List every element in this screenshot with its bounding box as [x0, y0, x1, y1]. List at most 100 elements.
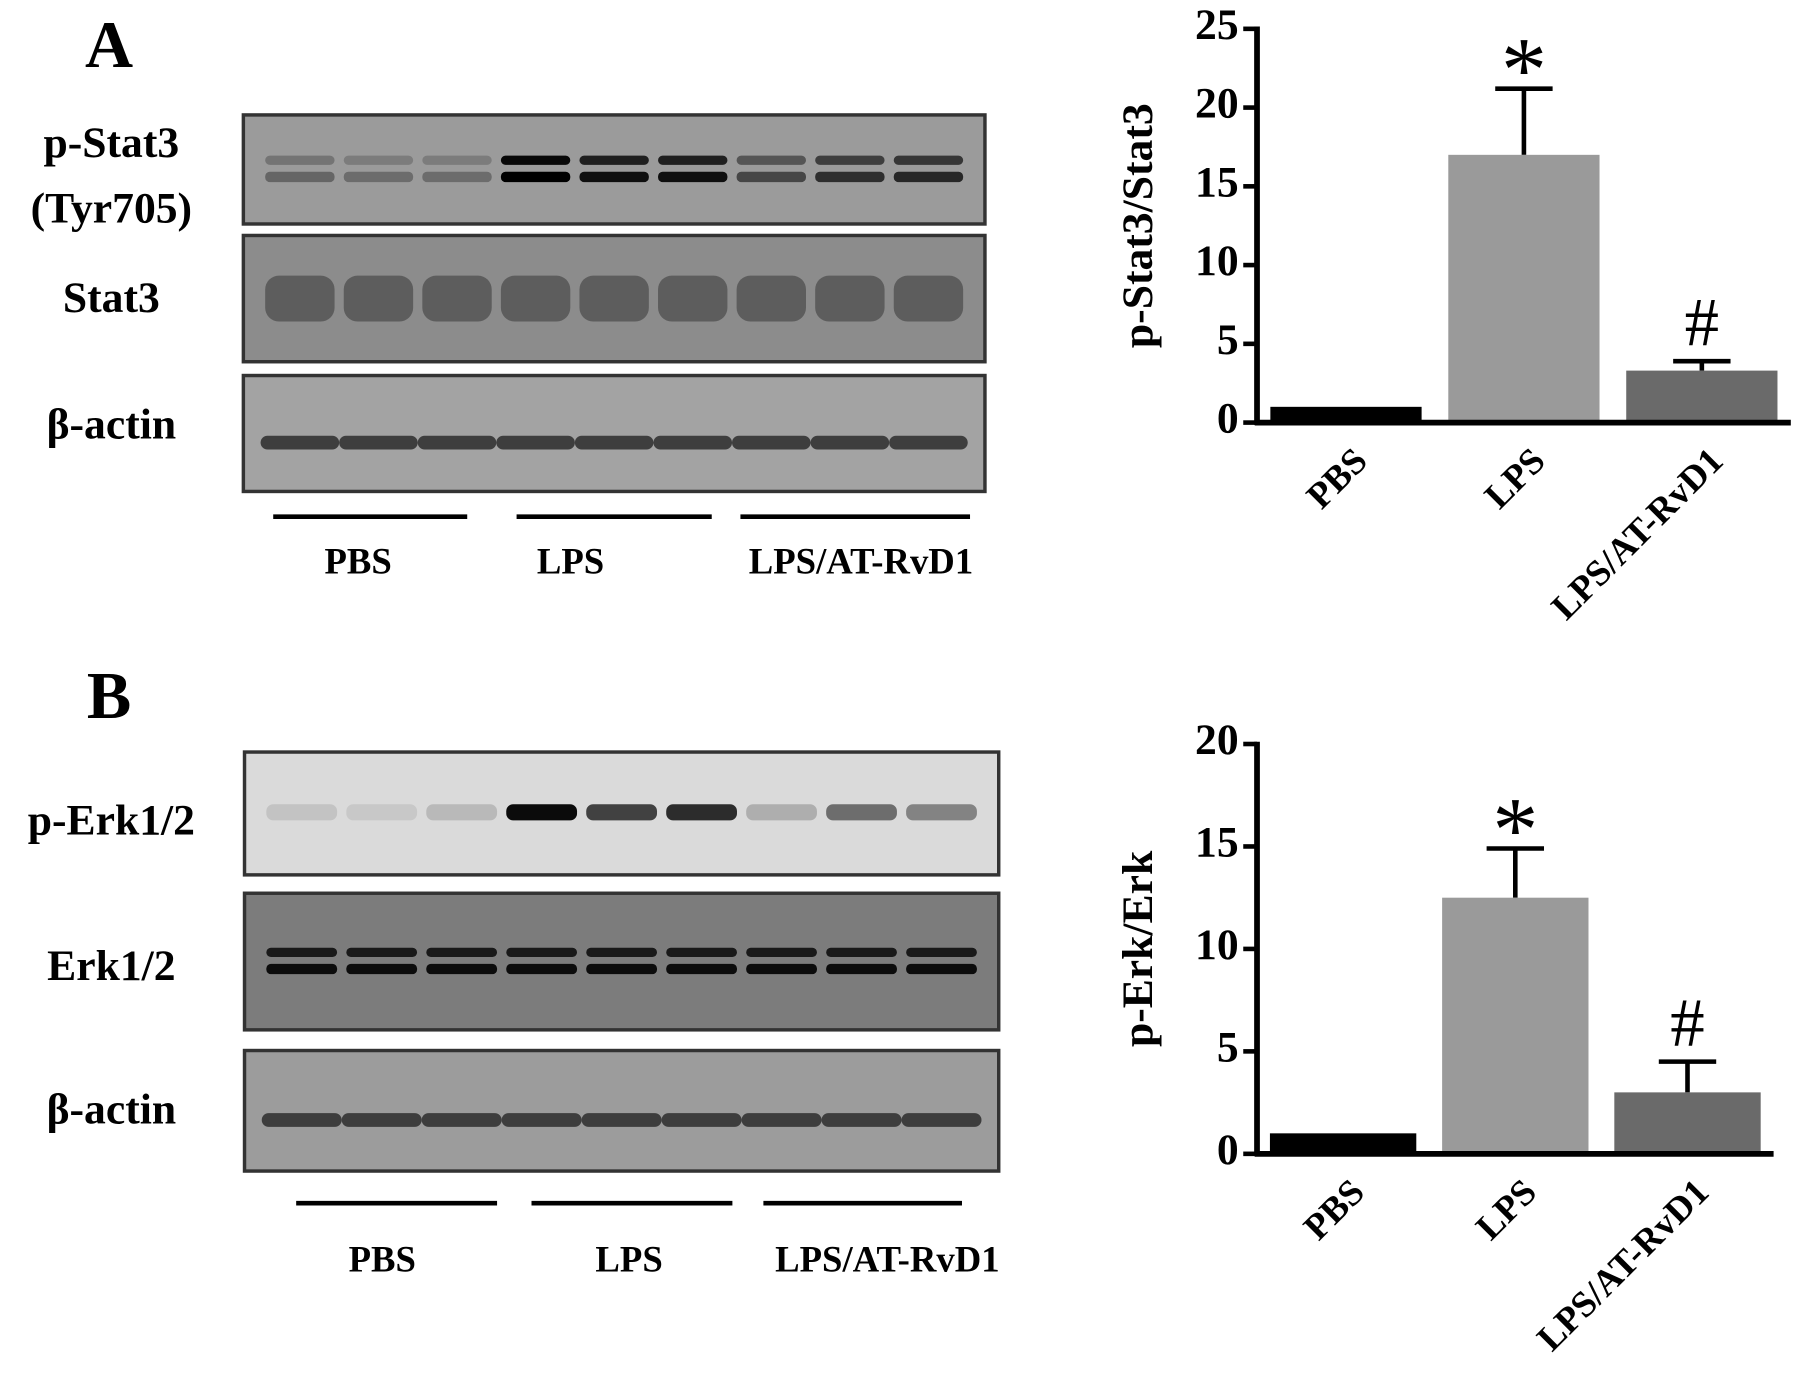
y-axis-label: p-Stat3/Stat3 [1114, 103, 1162, 348]
blot-band [736, 171, 806, 183]
x-tick-label: LPS [1476, 440, 1553, 517]
blot-band [666, 804, 737, 821]
blot-band [815, 275, 885, 322]
blot-band [265, 275, 335, 322]
row-label: p-Erk1/2 [28, 796, 195, 844]
blot-band [826, 963, 897, 975]
blot-band [422, 155, 492, 165]
y-tick-label: 10 [1195, 237, 1239, 285]
blot-band [426, 804, 498, 821]
blot-band [343, 171, 414, 183]
blot-band [906, 804, 977, 821]
blot-band [260, 435, 340, 450]
blot-band [736, 275, 806, 322]
y-tick-label: 15 [1195, 818, 1239, 866]
y-tick-label: 10 [1195, 921, 1239, 969]
blot-band [586, 804, 658, 821]
blot-band [496, 435, 575, 450]
row-label: Erk1/2 [47, 942, 175, 990]
y-tick-label: 15 [1195, 158, 1239, 206]
row-label: p-Stat3 [44, 119, 180, 167]
blot-band [422, 275, 492, 322]
blot-band [741, 1113, 822, 1127]
bar [1270, 406, 1422, 423]
blot-band [901, 1113, 982, 1127]
y-tick-label: 20 [1195, 80, 1239, 128]
blot-band [893, 155, 964, 165]
blot-band [821, 1113, 902, 1127]
blot-band [500, 155, 571, 165]
panel-letter: B [87, 660, 131, 733]
blot-band [426, 963, 498, 975]
blot-band [266, 947, 338, 957]
significance-mark: * [1501, 19, 1547, 121]
blot-band [426, 947, 498, 957]
blot-band [579, 155, 649, 165]
blot-strip [242, 1048, 1001, 1173]
blot-band [579, 275, 649, 322]
significance-mark: # [1670, 984, 1704, 1060]
blot-band [736, 155, 806, 165]
blot-band [666, 963, 737, 975]
blot-band [889, 435, 968, 450]
group-label: PBS [324, 540, 391, 581]
bar [1614, 1092, 1761, 1154]
y-tick-label: 0 [1217, 1126, 1239, 1174]
blot-band [346, 963, 418, 975]
x-tick-label: LPS [1468, 1171, 1545, 1248]
significance-mark: * [1492, 778, 1538, 880]
group-label: LPS/AT-RvD1 [775, 1238, 999, 1279]
blot-band [906, 947, 977, 957]
blot-band [346, 947, 418, 957]
x-tick-label: PBS [1295, 1171, 1372, 1248]
y-tick-label: 20 [1195, 716, 1239, 764]
blot-band [581, 1113, 662, 1127]
x-tick-label: PBS [1298, 440, 1375, 517]
blot-band [339, 435, 418, 450]
blot-band [422, 171, 492, 183]
blot-band [346, 804, 418, 821]
blot-band [746, 804, 817, 821]
blot-band [417, 435, 497, 450]
y-tick-label: 5 [1217, 1023, 1239, 1071]
blot-band [666, 947, 737, 957]
blot-band [501, 1113, 582, 1127]
bar [1448, 154, 1600, 423]
blot-band [815, 155, 885, 165]
blot-band [574, 435, 654, 450]
blot-band [261, 1113, 342, 1127]
blot-band [506, 804, 578, 821]
blot-band [746, 963, 817, 975]
blot-band [586, 947, 658, 957]
blot-band [826, 947, 897, 957]
blot-strip [242, 891, 1001, 1032]
blot-band [815, 171, 885, 183]
blot-band [732, 435, 811, 450]
bar [1442, 897, 1589, 1154]
row-label: Stat3 [63, 274, 160, 322]
blot-band [343, 155, 414, 165]
blot-band [265, 155, 335, 165]
group-label: LPS [537, 540, 604, 581]
blot-band [266, 804, 338, 821]
blot-band [421, 1113, 502, 1127]
blot-band [661, 1113, 742, 1127]
panel-letter: A [85, 9, 133, 82]
blot-band [500, 171, 571, 183]
blot-band [658, 155, 728, 165]
y-tick-label: 25 [1195, 1, 1239, 49]
blot-band [810, 435, 890, 450]
blot-strip [241, 113, 987, 226]
y-tick-label: 0 [1217, 395, 1239, 443]
group-label: LPS [595, 1238, 662, 1279]
blot-band [746, 947, 817, 957]
blot-band [906, 963, 977, 975]
blot-band [341, 1113, 422, 1127]
blot-band [265, 171, 335, 183]
blot-band [893, 171, 964, 183]
blot-strip [241, 373, 987, 494]
blot-band [586, 963, 658, 975]
blot-band [500, 275, 571, 322]
